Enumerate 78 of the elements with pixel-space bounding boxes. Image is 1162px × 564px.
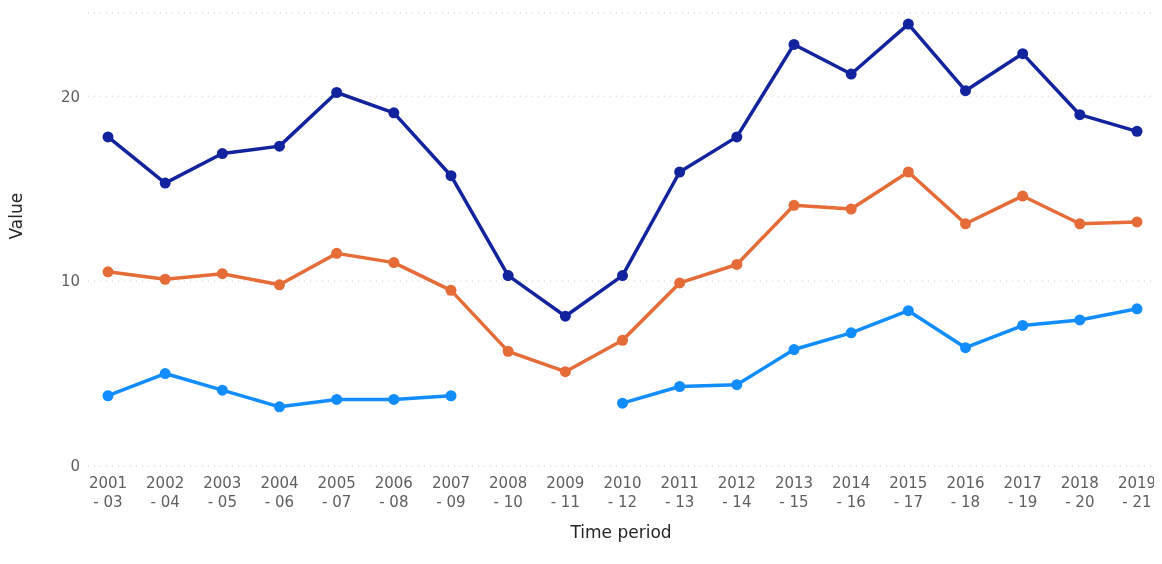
point	[102, 131, 114, 143]
point	[388, 107, 400, 119]
x-tick-label: 2008 - 10	[489, 474, 528, 511]
x-tick-label: 2003 - 05	[203, 474, 242, 511]
point	[674, 166, 686, 178]
point	[845, 68, 857, 80]
point	[845, 327, 857, 339]
point	[445, 170, 457, 182]
point	[274, 279, 285, 291]
x-tick-label: 2013 - 15	[774, 474, 814, 511]
x-tick-label: 2005 - 07	[317, 474, 356, 511]
point	[102, 390, 114, 402]
point	[1074, 314, 1086, 326]
point	[216, 148, 228, 160]
x-tick-label: 2001 - 03	[88, 474, 128, 511]
point	[902, 18, 914, 30]
point	[1017, 319, 1029, 331]
point	[960, 342, 971, 354]
point	[1074, 109, 1086, 121]
point	[1017, 190, 1029, 202]
x-tick-label: 2009 - 11	[546, 474, 585, 511]
point	[1131, 125, 1143, 137]
point	[388, 393, 400, 405]
point	[502, 270, 514, 282]
point	[674, 277, 686, 289]
point	[445, 390, 457, 402]
x-tick-label: 2012 - 14	[717, 474, 756, 511]
point	[274, 140, 285, 152]
point	[845, 203, 857, 215]
point	[102, 266, 114, 278]
point	[274, 401, 285, 413]
point	[960, 85, 971, 97]
x-tick-label: 2017 - 19	[1003, 474, 1042, 511]
point	[960, 218, 971, 230]
y-tick-label: 20	[60, 87, 80, 106]
point	[788, 199, 800, 211]
point	[731, 379, 743, 391]
x-tick-label: 2010 - 12	[603, 474, 642, 511]
x-tick-label: 2014 - 16	[832, 474, 871, 511]
point	[617, 334, 628, 346]
point	[617, 270, 628, 282]
point	[559, 366, 571, 378]
point	[674, 380, 686, 392]
point	[445, 284, 457, 296]
point	[216, 384, 228, 396]
point	[159, 368, 171, 380]
y-tick-label: 0	[70, 457, 80, 476]
point	[731, 131, 743, 143]
point	[1017, 48, 1029, 60]
x-tick-label: 2016 - 18	[946, 474, 985, 511]
point	[1131, 303, 1143, 315]
point	[331, 87, 343, 99]
point	[902, 166, 914, 178]
point	[331, 393, 343, 405]
point	[331, 247, 343, 259]
point	[502, 345, 514, 357]
point	[559, 310, 571, 322]
point	[1131, 216, 1143, 228]
x-tick-label: 2018 - 20	[1060, 474, 1099, 511]
point	[159, 273, 171, 285]
point	[1074, 218, 1086, 230]
x-tick-label: 2011 - 13	[660, 474, 699, 511]
point	[902, 305, 914, 317]
x-tick-label: 2002 - 04	[146, 474, 185, 511]
point	[788, 38, 800, 50]
point	[731, 258, 743, 270]
x-tick-label: 2004 - 06	[260, 474, 299, 511]
point	[388, 257, 400, 269]
x-tick-label: 2006 - 08	[374, 474, 413, 511]
y-axis-title: Value	[6, 192, 27, 240]
point	[788, 344, 800, 356]
x-axis-title: Time period	[569, 522, 672, 542]
point	[617, 397, 628, 409]
x-tick-label: 2015 - 17	[889, 474, 928, 511]
y-tick-label: 10	[60, 272, 80, 291]
point	[159, 177, 171, 189]
x-tick-label: 2007 - 09	[431, 474, 471, 511]
point	[216, 268, 228, 280]
